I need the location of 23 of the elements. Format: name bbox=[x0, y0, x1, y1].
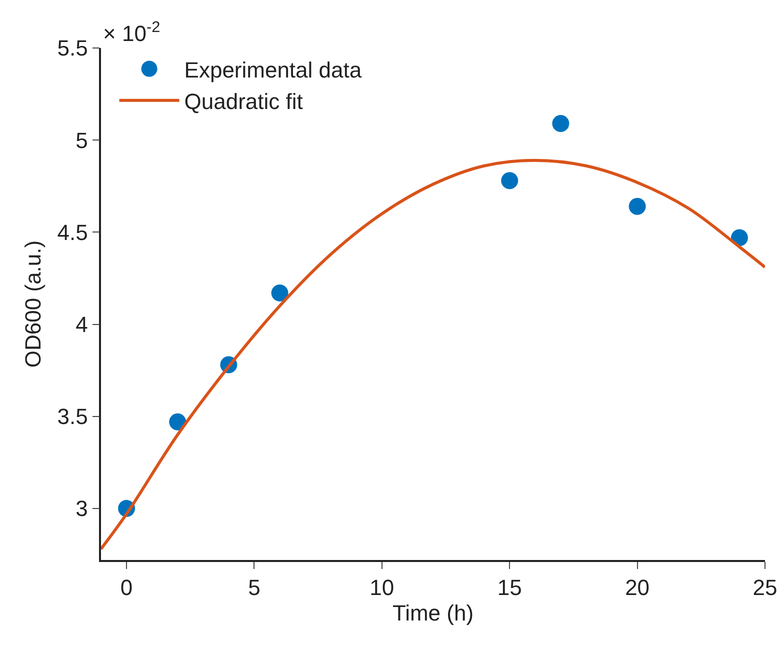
y-tick-label: 4.5 bbox=[57, 220, 88, 245]
x-tick-label: 0 bbox=[120, 575, 133, 600]
x-tick-label: 10 bbox=[370, 575, 394, 600]
point bbox=[271, 284, 288, 302]
x-tick-label: 15 bbox=[497, 575, 522, 600]
point bbox=[628, 198, 646, 215]
y-axis-title: OD600 (a.u.) bbox=[20, 240, 46, 368]
point bbox=[501, 172, 518, 190]
x-axis-title: Time (h) bbox=[392, 600, 474, 626]
text: × 10$^{-2}$ bbox=[103, 19, 160, 46]
legend-label: Quadratic fit bbox=[184, 88, 303, 114]
legend-label: Experimental data bbox=[184, 57, 362, 82]
y-tick-label: 5.5 bbox=[57, 36, 88, 61]
y-tick-label: 3 bbox=[76, 496, 88, 522]
y-tick-label: 3.5 bbox=[57, 404, 88, 430]
y-tick-label: 5 bbox=[76, 128, 88, 153]
x-tick-label: 20 bbox=[625, 575, 650, 600]
point bbox=[552, 115, 570, 132]
x-tick-label: 25 bbox=[752, 575, 778, 600]
x-tick-label: 5 bbox=[248, 575, 260, 600]
point bbox=[169, 413, 186, 430]
y-tick-label: 4 bbox=[76, 312, 88, 337]
line-series bbox=[101, 158, 765, 550]
